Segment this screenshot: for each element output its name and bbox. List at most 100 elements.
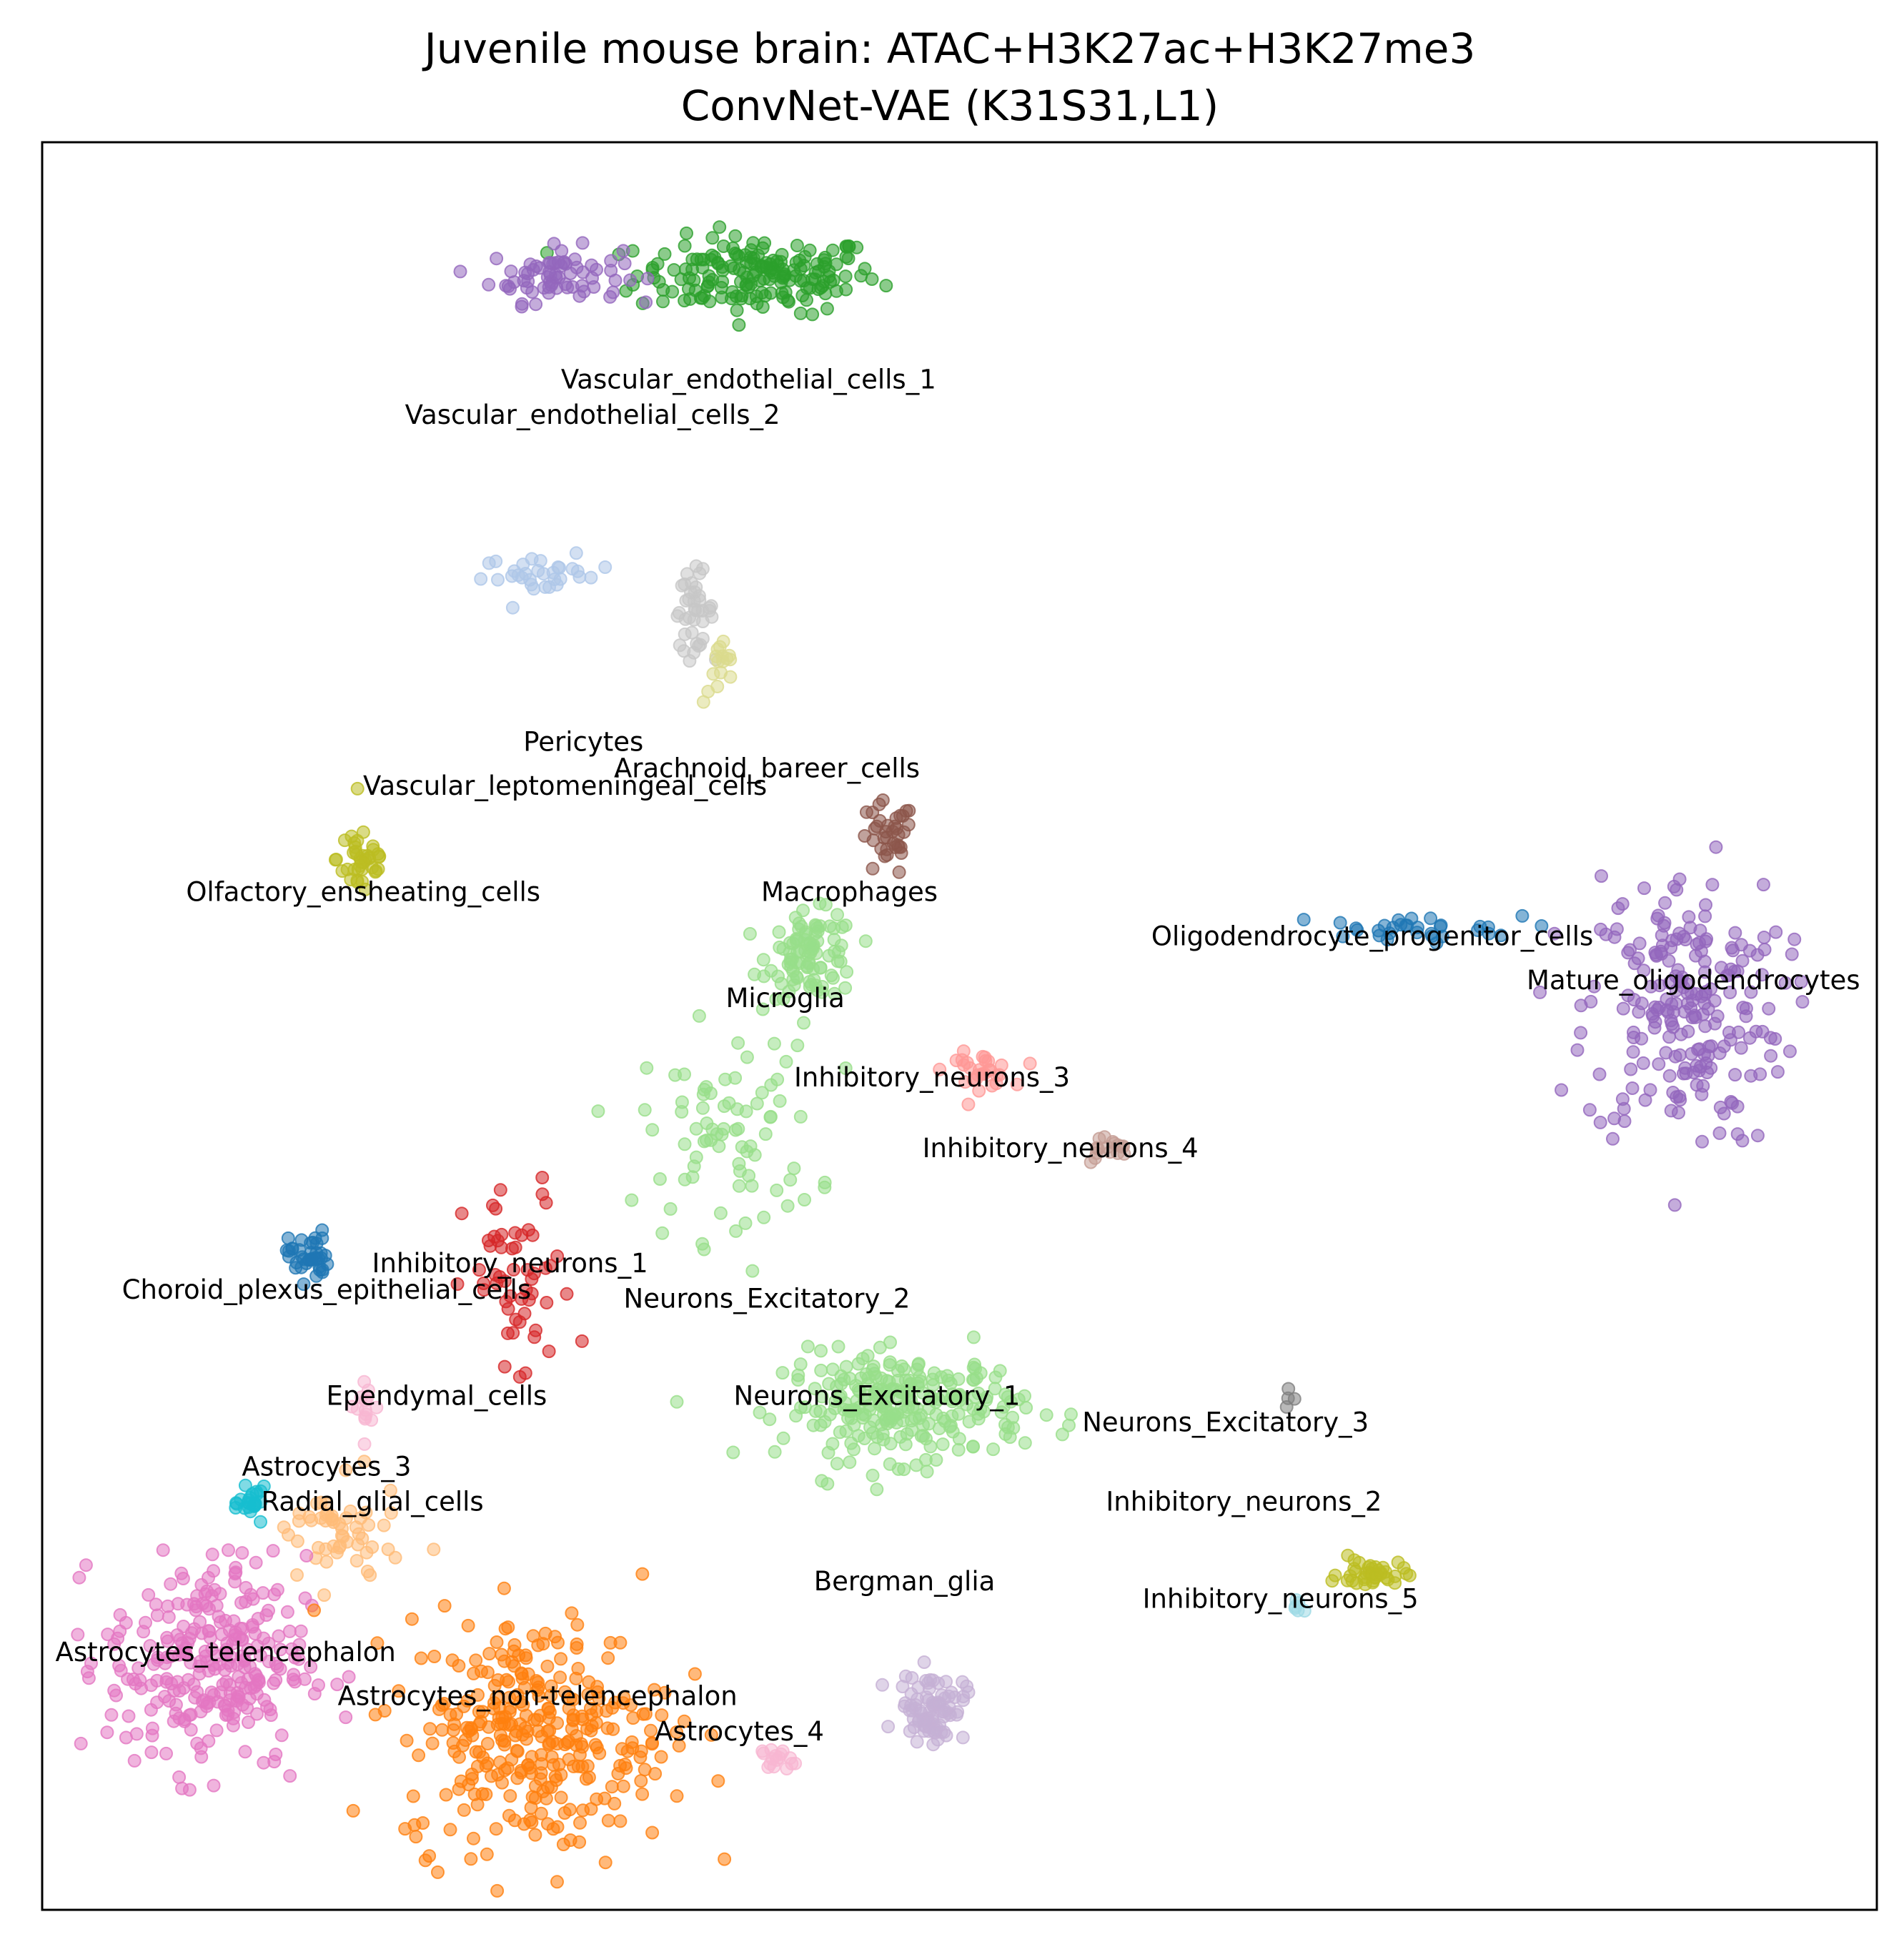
point-astrocytes-telencephalon: [242, 1715, 255, 1729]
point-astrocytes-non-telencephalon: [582, 1675, 596, 1689]
point-astrocytes-non-telencephalon: [472, 1705, 486, 1719]
point-neurons-excitatory-2: [645, 1123, 660, 1137]
point-oligodendrocyte-progenitor-cells: [1433, 919, 1447, 933]
point-astrocytes-telencephalon: [127, 1753, 142, 1768]
point-radial-glial-cells: [362, 1518, 376, 1532]
point-astrocytes-non-telencephalon: [601, 1651, 615, 1665]
point-mature-oligodendrocytes: [1750, 1129, 1765, 1143]
point-mature-oligodendrocytes: [1616, 1001, 1630, 1016]
point-microglia: [803, 975, 817, 989]
point-astrocytes-non-telencephalon: [566, 1693, 580, 1707]
point-neurons-excitatory-2: [790, 1039, 805, 1053]
point-astrocytes-non-telencephalon: [452, 1750, 466, 1764]
point-macrophages: [859, 805, 873, 819]
point-microglia: [790, 971, 804, 985]
point-vascular-endothelial-cells-1: [656, 294, 670, 309]
point-astrocytes-non-telencephalon: [465, 1772, 479, 1786]
point-astrocytes-non-telencephalon: [452, 1659, 466, 1673]
point-vascular-endothelial-cells-1: [743, 292, 757, 306]
point-astrocytes-non-telencephalon: [435, 1698, 449, 1712]
cluster-label-neurons-excitatory-1: Neurons_Excitatory_1: [734, 1380, 1021, 1411]
point-astrocytes-non-telencephalon: [551, 1635, 565, 1650]
point-astrocytes-non-telencephalon: [523, 1813, 537, 1827]
point-mature-oligodendrocytes: [1755, 968, 1769, 982]
point-bergman-glia: [903, 1724, 917, 1738]
point-vascular-endothelial-cells-2: [577, 284, 591, 299]
point-astrocytes-non-telencephalon: [613, 1758, 628, 1773]
point-neurons-excitatory-2: [755, 1086, 769, 1100]
point-neurons-excitatory-2: [783, 1173, 798, 1187]
point-microglia: [833, 954, 848, 968]
point-microglia: [781, 957, 795, 971]
point-astrocytes-telencephalon: [100, 1725, 114, 1740]
point-olfactory-ensheating-cells: [369, 864, 383, 878]
point-macrophages: [858, 829, 872, 843]
point-microglia: [772, 925, 786, 939]
point-mature-oligodendrocytes: [1689, 948, 1702, 963]
point-vascular-endothelial-cells-1: [695, 291, 709, 305]
point-pericytes: [675, 578, 689, 593]
point-astrocytes-non-telencephalon: [590, 1704, 604, 1718]
point-mature-oligodendrocytes: [1770, 1065, 1785, 1079]
point-vascular-endothelial-cells-2: [555, 244, 569, 258]
point-mature-oligodendrocytes: [1621, 989, 1635, 1003]
point-inhibitory-neurons-4: [1107, 1136, 1121, 1151]
point-bergman-glia: [910, 1735, 924, 1749]
cluster-label-inhibitory-neurons-5: Inhibitory_neurons_5: [1143, 1584, 1419, 1615]
point-astrocytes-telencephalon: [158, 1656, 172, 1670]
point-neurons-excitatory-2: [712, 1139, 726, 1154]
point-astrocytes-non-telencephalon: [567, 1759, 580, 1773]
point-mature-oligodendrocytes: [1654, 944, 1668, 958]
point-neurons-excitatory-2: [713, 1206, 728, 1220]
point-olfactory-ensheating-cells: [347, 836, 362, 850]
point-astrocytes-non-telencephalon: [605, 1780, 619, 1794]
point-inhibitory-neurons-4: [1097, 1130, 1111, 1144]
cluster-label-inhibitory-neurons-3: Inhibitory_neurons_3: [794, 1062, 1070, 1093]
point-vascular-leptomeningeal-cells: [524, 578, 538, 592]
point-astrocytes-non-telencephalon: [616, 1779, 630, 1793]
point-astrocytes-telencephalon: [288, 1675, 302, 1689]
point-neurons-excitatory-2: [780, 1199, 795, 1213]
point-astrocytes-telencephalon: [177, 1714, 192, 1728]
point-astrocytes-non-telencephalon: [658, 1685, 672, 1700]
point-neurons-excitatory-1: [998, 1427, 1013, 1441]
point-vascular-endothelial-cells-1: [795, 289, 810, 302]
point-vascular-endothelial-cells-1: [838, 269, 853, 284]
point-radial-glial-cells: [357, 1455, 372, 1469]
point-neurons-excitatory-1: [814, 1344, 828, 1358]
point-astrocytes-non-telencephalon: [443, 1823, 457, 1837]
point-neurons-excitatory-2: [722, 1096, 736, 1110]
point-mature-oligodendrocytes: [1658, 896, 1672, 910]
point-astrocytes-telencephalon: [104, 1708, 119, 1722]
point-mature-oligodendrocytes: [1682, 910, 1696, 924]
cluster-label-astrocytes-non-telencephalon: Astrocytes_non-telencephalon: [338, 1681, 738, 1712]
point-mature-oligodendrocytes: [1662, 1030, 1676, 1044]
point-oligodendrocyte-progenitor-cells: [1515, 908, 1529, 923]
point-mature-oligodendrocytes: [1700, 932, 1714, 946]
point-astrocytes-non-telencephalon: [519, 1651, 533, 1665]
point-neurons-excitatory-1: [793, 1357, 808, 1372]
point-macrophages: [892, 840, 906, 854]
point-astrocytes-telencephalon: [242, 1692, 257, 1705]
point-vascular-endothelial-cells-2: [585, 271, 599, 285]
point-vascular-endothelial-cells-2: [563, 267, 577, 280]
point-vascular-endothelial-cells-1: [667, 263, 681, 277]
point-astrocytes-non-telencephalon: [550, 1716, 565, 1730]
point-neurons-excitatory-1: [959, 1397, 973, 1412]
point-neurons-excitatory-1: [820, 1477, 835, 1491]
point-neurons-excitatory-1: [920, 1465, 934, 1479]
point-astrocytes-non-telencephalon: [565, 1606, 579, 1620]
point-mature-oligodendrocytes: [1697, 996, 1712, 1011]
point-neurons-excitatory-2: [757, 1210, 771, 1224]
point-vascular-endothelial-cells-1: [683, 292, 697, 306]
point-neurons-excitatory-1: [926, 1378, 941, 1392]
point-vascular-endothelial-cells-2: [482, 277, 496, 292]
point-neurons-excitatory-1: [1064, 1407, 1078, 1422]
point-astrocytes-telencephalon: [107, 1637, 122, 1651]
point-vascular-leptomeningeal-cells: [474, 572, 488, 586]
point-neurons-excitatory-2: [668, 1068, 683, 1082]
point-astrocytes-telencephalon: [144, 1703, 158, 1717]
point-inhibitory-neurons-1: [512, 1369, 527, 1384]
point-astrocytes-non-telencephalon: [510, 1743, 524, 1758]
